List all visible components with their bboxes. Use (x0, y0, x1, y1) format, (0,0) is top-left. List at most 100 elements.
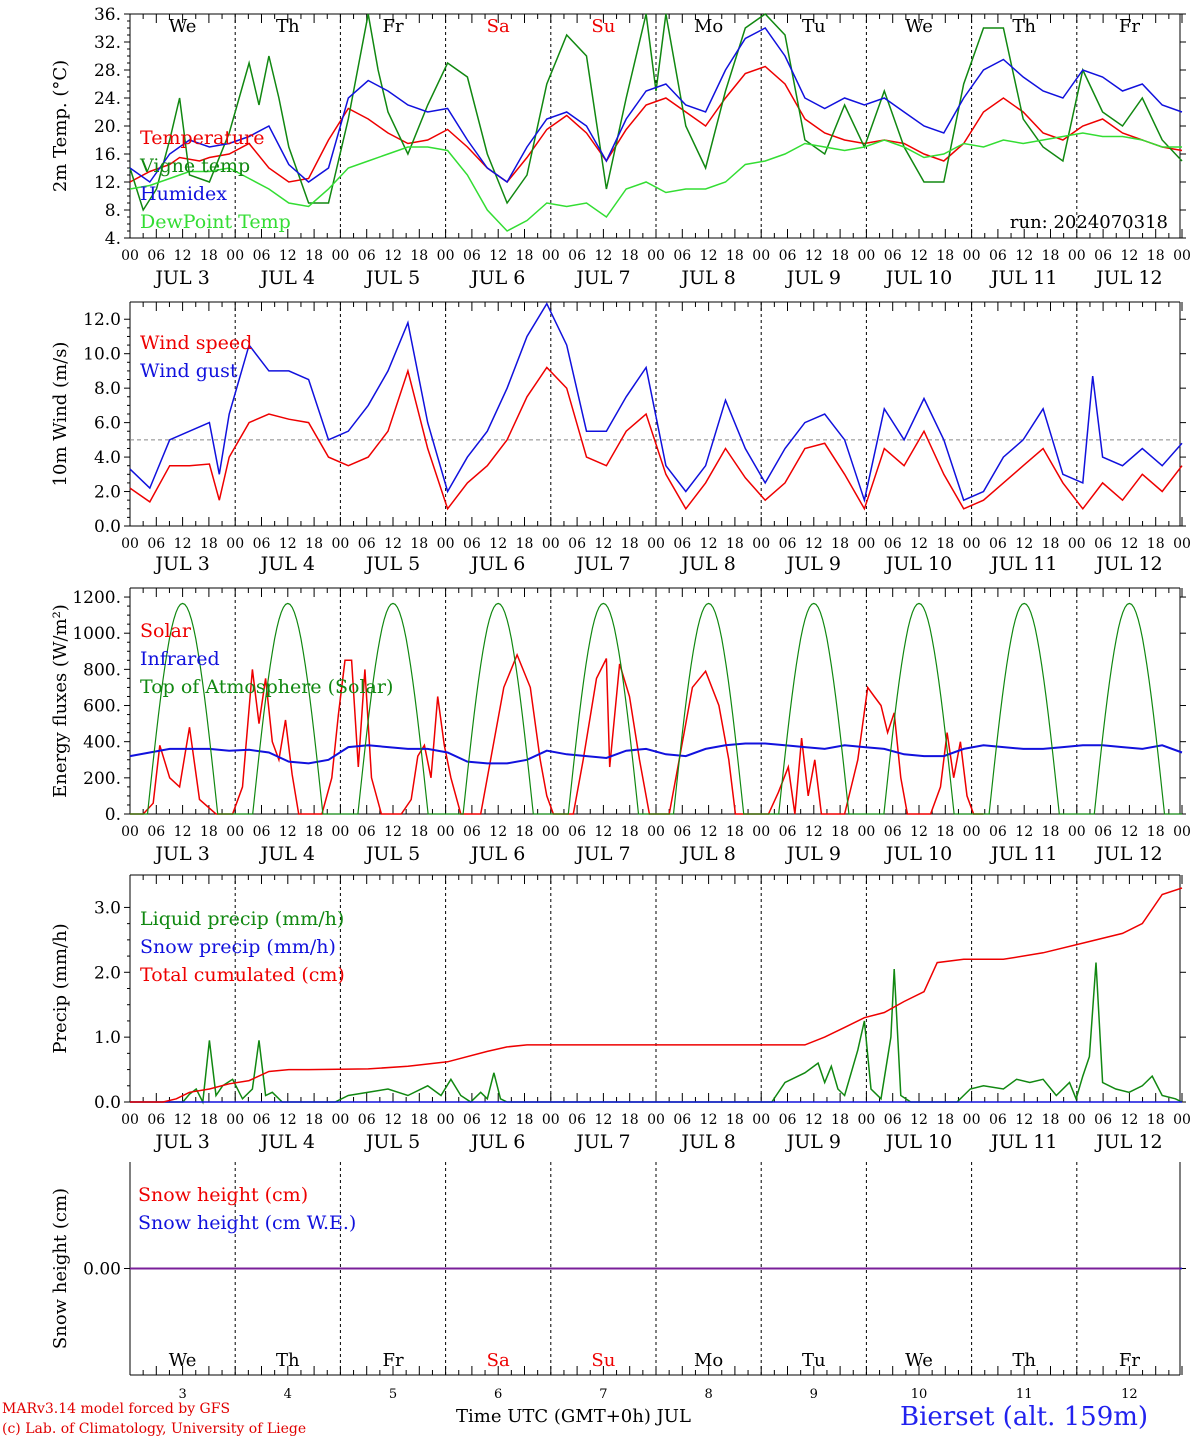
hour-label: 12 (384, 536, 402, 552)
day-number: 6 (494, 1387, 502, 1402)
hour-label: 06 (884, 248, 902, 264)
y-tick-label: 12. (94, 173, 121, 193)
y-tick-label: 3.0 (94, 898, 121, 918)
panel-3 (124, 587, 1186, 815)
hour-label: 00 (331, 1112, 349, 1128)
hour-label: 12 (805, 824, 823, 840)
hour-label: 18 (831, 536, 849, 552)
hour-label: 18 (1147, 536, 1165, 552)
hour-label: 06 (779, 248, 797, 264)
hour-label: 06 (779, 1112, 797, 1128)
hour-label: 06 (568, 248, 586, 264)
weekday-label-top: Tu (802, 16, 826, 37)
y-tick-label: 0.00 (83, 1260, 121, 1280)
hour-label: 00 (647, 536, 665, 552)
date-label: JUL 12 (1094, 553, 1162, 575)
date-label: JUL 8 (679, 1131, 735, 1153)
hour-label: 00 (752, 536, 770, 552)
hour-label: 00 (1068, 1112, 1086, 1128)
day-number: 3 (178, 1387, 186, 1402)
hour-label: 12 (174, 536, 192, 552)
date-label: JUL 5 (364, 267, 420, 289)
hour-label: 18 (516, 1112, 534, 1128)
hour-label: 06 (568, 536, 586, 552)
series-line (129, 13, 1183, 212)
hour-label: 12 (805, 248, 823, 264)
weekday-label-top: Th (1012, 16, 1036, 37)
legend-entry: DewPoint Temp (140, 211, 291, 233)
y-tick-label: 0.0 (94, 1093, 121, 1113)
hour-label: 00 (226, 1112, 244, 1128)
weekday-label-bottom: Su (591, 1350, 615, 1371)
hour-label: 18 (831, 1112, 849, 1128)
hour-label: 00 (437, 248, 455, 264)
hour-label: 18 (936, 248, 954, 264)
hour-label: 18 (305, 248, 323, 264)
date-label: JUL 10 (884, 843, 952, 865)
date-label: JUL 3 (153, 1131, 209, 1153)
hour-label: 00 (121, 1112, 139, 1128)
date-label: JUL 10 (884, 267, 952, 289)
hour-label: 12 (910, 1112, 928, 1128)
hour-label: 12 (594, 824, 612, 840)
hour-label: 06 (884, 536, 902, 552)
hour-label: 06 (147, 824, 165, 840)
hour-label: 12 (910, 248, 928, 264)
hour-label: 12 (1015, 536, 1033, 552)
hour-label: 12 (700, 824, 718, 840)
hour-label: 18 (1042, 248, 1060, 264)
hour-label: 00 (857, 824, 875, 840)
hour-label: 06 (884, 1112, 902, 1128)
y-tick-label: 0. (105, 805, 121, 825)
date-label: JUL 3 (153, 553, 209, 575)
hour-label: 18 (726, 1112, 744, 1128)
hour-label: 00 (1068, 248, 1086, 264)
hour-label: 12 (384, 1112, 402, 1128)
hour-label: 18 (936, 1112, 954, 1128)
hour-label: 06 (884, 824, 902, 840)
y-tick-label: 600. (83, 697, 121, 717)
hour-label: 06 (568, 1112, 586, 1128)
legend-entry: Vigne temp (139, 155, 250, 177)
day-number: 7 (599, 1387, 607, 1402)
hour-label: 00 (752, 824, 770, 840)
hour-label: 18 (726, 824, 744, 840)
hour-label: 12 (1015, 1112, 1033, 1128)
y-tick-label: 1.0 (94, 1028, 121, 1048)
y-tick-label: 32. (94, 33, 121, 53)
hour-label: 06 (463, 824, 481, 840)
y-tick-label: 8.0 (94, 379, 121, 399)
hour-label: 00 (121, 536, 139, 552)
hour-label: 06 (147, 1112, 165, 1128)
date-label: JUL 4 (259, 1131, 315, 1153)
date-label: JUL 7 (574, 1131, 630, 1153)
hour-label: 06 (1094, 248, 1112, 264)
y-tick-label: 28. (94, 61, 121, 81)
hour-label: 06 (147, 248, 165, 264)
hour-label: 12 (805, 536, 823, 552)
panel-5 (124, 1162, 1186, 1376)
hour-label: 06 (1094, 824, 1112, 840)
hour-label: 06 (673, 824, 691, 840)
date-label: JUL 7 (574, 553, 630, 575)
weekday-label-bottom: Sa (487, 1350, 510, 1371)
weekday-label-bottom: Mo (694, 1350, 723, 1371)
hour-label: 06 (673, 536, 691, 552)
legend-entry: Wind gust (140, 360, 238, 382)
hour-label: 00 (542, 248, 560, 264)
hour-label: 18 (410, 824, 428, 840)
weekday-label-bottom: We (905, 1350, 933, 1371)
date-label: JUL 3 (153, 267, 209, 289)
hour-label: 06 (989, 248, 1007, 264)
y-tick-label: 4.0 (94, 448, 121, 468)
hour-label: 06 (1094, 1112, 1112, 1128)
hour-label: 18 (200, 536, 218, 552)
panel-2 (124, 301, 1186, 527)
hour-label: 18 (726, 536, 744, 552)
hour-label: 00 (437, 1112, 455, 1128)
hour-label: 06 (358, 536, 376, 552)
date-label: JUL 11 (989, 843, 1057, 865)
series-line (130, 602, 1182, 815)
hour-label: 12 (384, 248, 402, 264)
hour-label: 12 (1120, 536, 1138, 552)
